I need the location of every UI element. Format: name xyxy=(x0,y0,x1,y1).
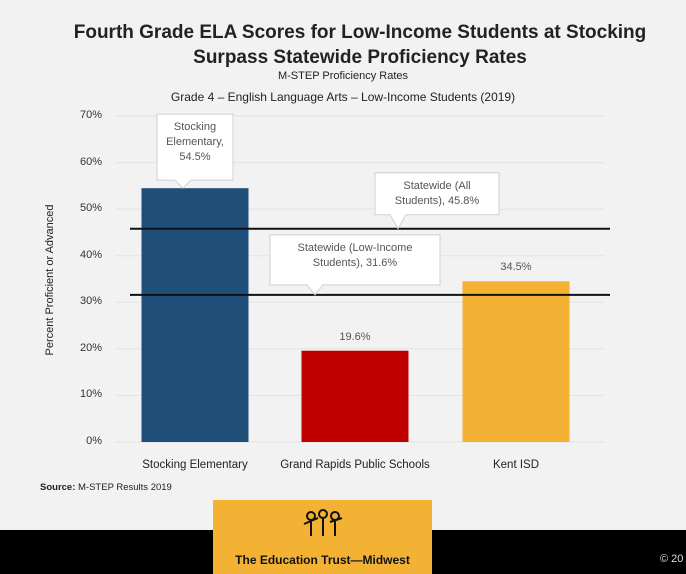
y-tick-label: 60% xyxy=(79,155,102,168)
source-label: Source: xyxy=(40,482,76,493)
y-tick-label: 0% xyxy=(86,435,102,447)
copyright: © 20 xyxy=(660,553,684,565)
reference-callout-text: Statewide (Low-Income Students), 31.6% xyxy=(297,241,413,269)
y-tick-label: 50% xyxy=(79,202,102,215)
logo-icon xyxy=(303,509,343,536)
reference-callout-box xyxy=(374,172,500,230)
y-axis-label: Percent Proficient or Advanced xyxy=(44,204,56,356)
source-text: M-STEP Results 2019 xyxy=(78,482,172,493)
y-tick-label: 30% xyxy=(79,295,102,308)
reference-callout-box xyxy=(269,234,441,296)
bar xyxy=(141,188,249,442)
data-label: 19.6% xyxy=(339,330,371,343)
bar-callout-box xyxy=(156,113,234,189)
bar-callout-text: Stocking Elementary, 54.5% xyxy=(166,121,224,164)
x-tick-label: Stocking Elementary xyxy=(142,459,248,471)
y-tick-label: 10% xyxy=(79,388,102,401)
bar xyxy=(301,350,409,442)
logo-text: The Education Trust—Midwest xyxy=(235,553,410,567)
y-tick-label: 40% xyxy=(79,248,102,261)
source: Source: M-STEP Results 2019 xyxy=(40,482,172,493)
chart-title: Fourth Grade ELA Scores for Low-Income S… xyxy=(73,22,647,68)
reference-callout-text: Statewide (All Students), 45.8% xyxy=(394,179,480,207)
data-label: 34.5% xyxy=(500,261,532,274)
logo-box xyxy=(213,500,432,574)
y-tick-label: 70% xyxy=(79,109,102,121)
x-tick-label: Grand Rapids Public Schools xyxy=(280,459,430,471)
subtitle: M-STEP Proficiency Rates xyxy=(277,70,408,82)
bar xyxy=(462,281,570,442)
y-tick-label: 20% xyxy=(79,341,102,354)
x-tick-label: Kent ISD xyxy=(492,459,540,471)
subtitle: Grade 4 – English Language Arts – Low-In… xyxy=(170,90,516,104)
